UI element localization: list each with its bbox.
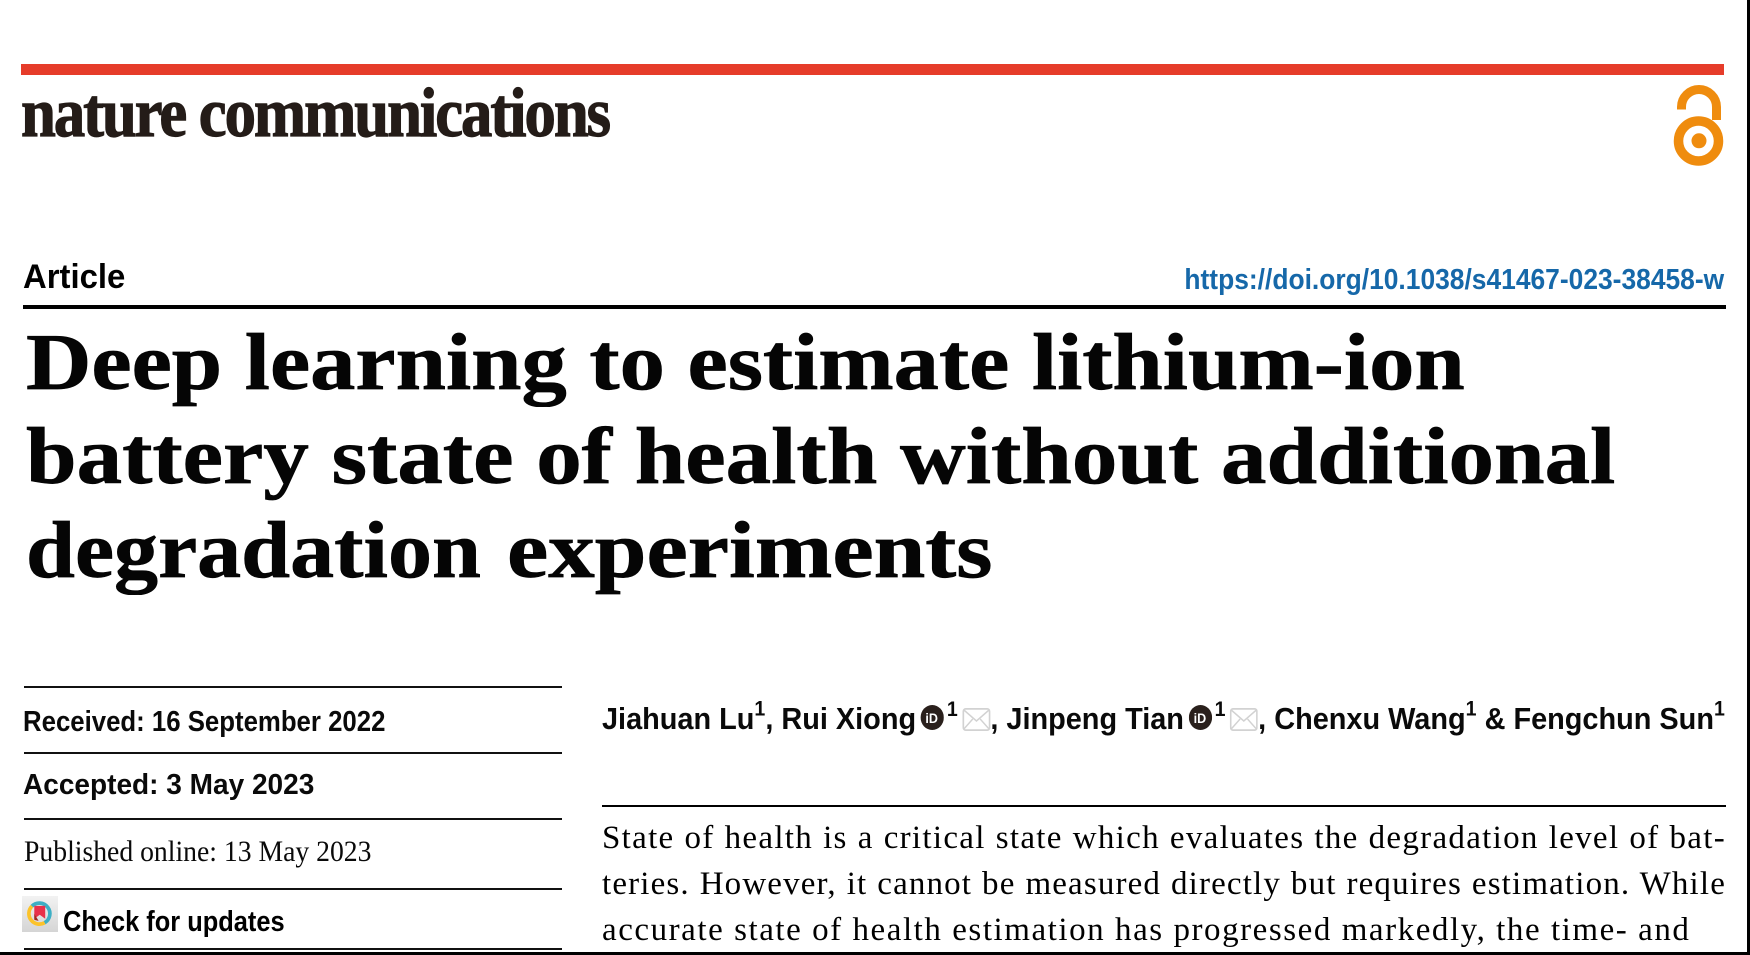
svg-text:iD: iD: [1193, 710, 1206, 726]
svg-text:iD: iD: [926, 710, 939, 726]
